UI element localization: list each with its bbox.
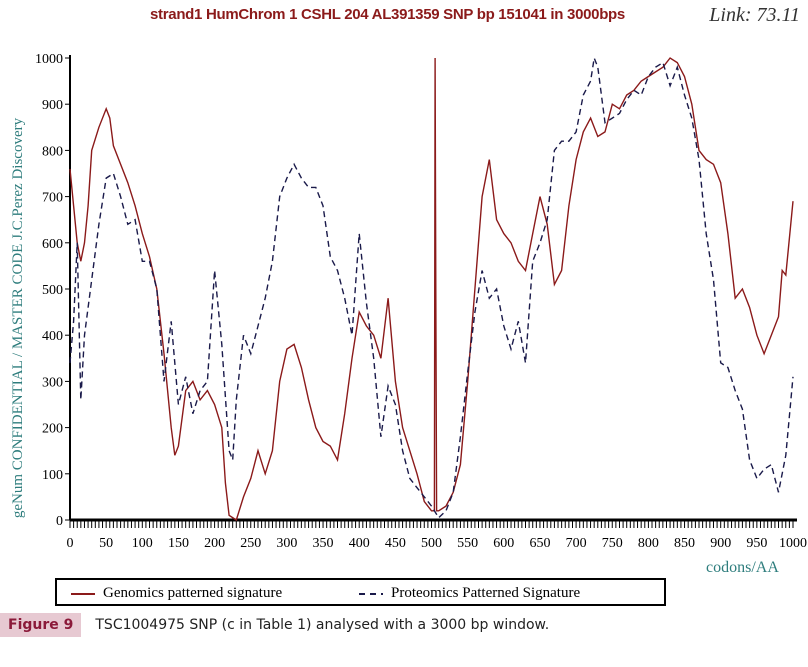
- chart-title: strand1 HumChrom 1 CSHL 204 AL391359 SNP…: [150, 6, 625, 23]
- x-tick-label: 800: [638, 536, 659, 551]
- y-tick-label: 800: [42, 144, 63, 159]
- legend-item-proteomics: Proteomics Patterned Signature: [359, 585, 580, 602]
- link-value: Link: 73.11: [709, 4, 800, 26]
- y-tick-label: 400: [42, 329, 63, 344]
- legend-swatch-solid: [71, 592, 95, 595]
- y-tick-label: 500: [42, 283, 63, 298]
- legend: Genomics patterned signature Proteomics …: [55, 578, 666, 606]
- x-tick-label: 750: [602, 536, 623, 551]
- x-tick-label: 50: [99, 536, 113, 551]
- x-tick-label: 650: [529, 536, 550, 551]
- y-tick-label: 300: [42, 375, 63, 390]
- legend-item-genomics: Genomics patterned signature: [71, 585, 282, 602]
- x-axis-label: codons/AA: [706, 559, 779, 576]
- x-tick-label: 150: [168, 536, 189, 551]
- legend-label: Genomics patterned signature: [103, 585, 283, 601]
- legend-swatch-dashed: [359, 592, 383, 595]
- proteomics-series-line: [69, 55, 794, 519]
- x-tick-label: 400: [349, 536, 370, 551]
- y-tick-label: 900: [42, 98, 63, 113]
- caption-text: TSC1004975 SNP (c in Table 1) analysed w…: [95, 617, 550, 633]
- x-tick-label: 500: [421, 536, 442, 551]
- y-tick-label: 0: [56, 514, 63, 529]
- y-tick-label: 600: [42, 237, 63, 252]
- x-tick-label: 700: [566, 536, 587, 551]
- y-tick-label: 1000: [35, 52, 63, 67]
- x-tick-label: 550: [457, 536, 478, 551]
- x-tick-label: 850: [674, 536, 695, 551]
- x-tick-label: 600: [493, 536, 514, 551]
- y-tick-label: 700: [42, 191, 63, 206]
- y-tick-label: 100: [42, 468, 63, 483]
- x-tick-label: 0: [67, 536, 74, 551]
- legend-label: Proteomics Patterned Signature: [391, 585, 581, 601]
- figure-label: Figure 9: [0, 613, 82, 637]
- x-tick-label: 950: [746, 536, 767, 551]
- x-tick-label: 900: [710, 536, 731, 551]
- y-tick-label: 200: [42, 422, 63, 437]
- x-tick-label: 100: [132, 536, 153, 551]
- genomics-series-line: [69, 57, 794, 522]
- x-tick-label: 450: [385, 536, 406, 551]
- x-tick-label: 200: [204, 536, 225, 551]
- x-tick-label: 350: [313, 536, 334, 551]
- x-tick-label: 250: [240, 536, 261, 551]
- x-tick-label: 300: [276, 536, 297, 551]
- x-tick-label: 1000: [779, 536, 807, 551]
- figure-caption: Figure 9 TSC1004975 SNP (c in Table 1) a…: [0, 612, 549, 638]
